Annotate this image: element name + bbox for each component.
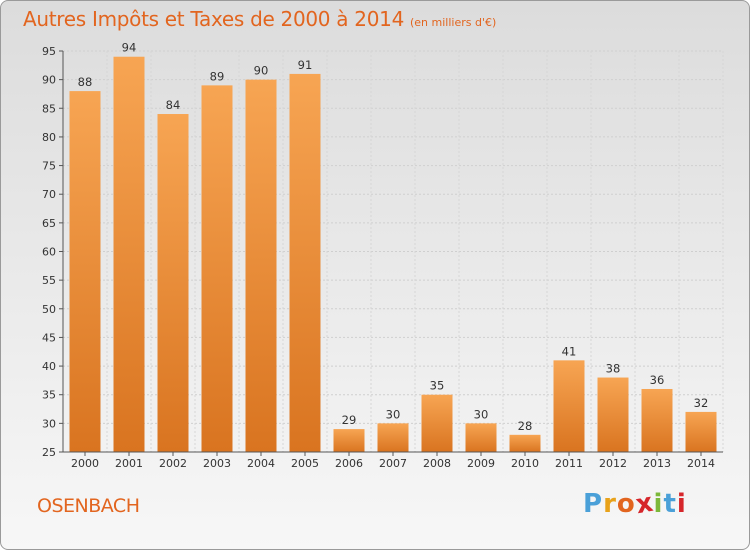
logo-letter: o [616, 489, 636, 519]
chart-bars [69, 56, 717, 453]
x-axis: 2000 2001 2002 2003 2004 2005 2006 2007 2008 2009… [63, 451, 723, 470]
data-label-2012: 38 [606, 362, 621, 376]
data-label-2006: 29 [342, 413, 357, 427]
bar-2012 [597, 377, 629, 452]
bar-2011 [553, 360, 585, 452]
x-tick-label-2010: 2010 [511, 457, 539, 470]
data-label-2005: 91 [298, 58, 313, 72]
bar-2006 [333, 429, 365, 452]
x-tick-label-2007: 2007 [379, 457, 407, 470]
y-tick-label: 25 [42, 446, 56, 459]
y-tick-label: 30 [42, 417, 56, 430]
data-label-2000: 88 [78, 75, 93, 89]
title-text: Autres Impôts et Taxes de 2000 à 2014 [23, 7, 404, 31]
y-tick-label: 80 [42, 131, 56, 144]
x-tick-label-2012: 2012 [599, 457, 627, 470]
data-label-2014: 32 [694, 396, 709, 410]
x-tick-label-2013: 2013 [643, 457, 671, 470]
data-label-2011: 41 [562, 344, 577, 358]
data-label-2004: 90 [254, 64, 269, 78]
x-tick-label-2005: 2005 [291, 457, 319, 470]
y-tick-label: 75 [42, 160, 56, 173]
data-label-2013: 36 [650, 373, 665, 387]
x-tick-label-2008: 2008 [423, 457, 451, 470]
y-tick-label: 95 [42, 45, 56, 58]
commune-name: OSENBACH [37, 495, 140, 517]
x-tick-label-2014: 2014 [687, 457, 715, 470]
bar-2013 [641, 388, 673, 452]
x-tick-label-2004: 2004 [247, 457, 275, 470]
data-label-2009: 30 [474, 407, 489, 421]
logo-letter: r [603, 489, 617, 519]
data-label-2001: 94 [122, 41, 137, 55]
y-tick-label: 50 [42, 303, 56, 316]
data-labels: 88 94 84 89 90 91 29 30 35 30 28 41 38 36 32 [78, 41, 709, 433]
logo-letter: i [676, 489, 687, 519]
logo-letter: P [583, 489, 604, 519]
bar-2008 [421, 394, 453, 452]
bar-2005 [289, 73, 321, 453]
proxiti-logo: Proxiti [583, 488, 687, 521]
logo-letter: i [653, 489, 664, 519]
bar-2010 [509, 434, 541, 452]
y-tick-label: 40 [42, 360, 56, 373]
y-tick-label: 65 [42, 217, 56, 230]
x-tick-label-2001: 2001 [115, 457, 143, 470]
y-axis: 25 30 35 40 45 50 55 60 65 70 75 80 85 90 95 [42, 45, 64, 459]
bar-2007 [377, 423, 409, 452]
bar-2004 [245, 79, 277, 453]
chart-subtitle: (en milliers d'€) [410, 16, 497, 29]
x-tick-label-2006: 2006 [335, 457, 363, 470]
y-tick-label: 45 [42, 331, 56, 344]
x-tick-label-2011: 2011 [555, 457, 583, 470]
bar-2003 [201, 85, 233, 452]
y-tick-label: 55 [42, 274, 56, 287]
y-tick-label: 60 [42, 246, 56, 259]
x-tick-label-2002: 2002 [159, 457, 187, 470]
bar-2000 [69, 91, 101, 452]
x-tick-label-2000: 2000 [71, 457, 99, 470]
y-tick-label: 70 [42, 188, 56, 201]
x-tick-label-2009: 2009 [467, 457, 495, 470]
logo-letter: t [663, 489, 677, 519]
data-label-2010: 28 [518, 419, 533, 433]
data-label-2007: 30 [386, 407, 401, 421]
y-tick-label: 35 [42, 389, 56, 402]
bar-2014 [685, 411, 717, 452]
bar-2002 [157, 114, 189, 452]
y-tick-label: 85 [42, 102, 56, 115]
chart-title: Autres Impôts et Taxes de 2000 à 2014 (en… [23, 7, 496, 31]
y-tick-label: 90 [42, 74, 56, 87]
x-tick-label-2003: 2003 [203, 457, 231, 470]
bar-2001 [113, 56, 145, 452]
bar-2009 [465, 423, 497, 452]
data-label-2003: 89 [210, 69, 225, 83]
data-label-2008: 35 [430, 379, 445, 393]
data-label-2002: 84 [166, 98, 181, 112]
